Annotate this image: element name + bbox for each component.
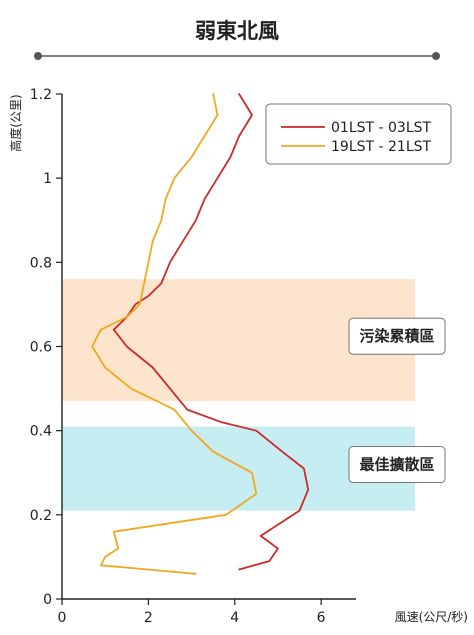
x-tick-label: 2 (144, 610, 153, 626)
series-layer (91, 93, 310, 575)
series-line-0 (112, 93, 310, 571)
y-tick-label: 1 (43, 171, 52, 187)
y-ticks-layer: 0 0.2 0.4 0.6 0.8 1 1.2 (30, 87, 62, 608)
y-tick-label: 0.4 (30, 424, 52, 440)
x-tick-label: 4 (230, 610, 239, 626)
band-label-0: 污染累積區 (359, 327, 434, 345)
x-tick-label: 6 (317, 610, 326, 626)
bands-layer (62, 279, 415, 511)
y-tick-label: 0.6 (30, 340, 52, 356)
legend-label-01LST: 01LST - 03LST (331, 120, 432, 136)
legend: 01LST - 03LST 19LST - 21LST (265, 103, 452, 165)
title-rule-right-dot (432, 52, 440, 60)
title-rule-left-dot (34, 52, 42, 60)
series-line-1 (91, 93, 258, 575)
band-label-1: 最佳擴散區 (359, 456, 434, 474)
y-axis-label: 高度(公里) (8, 94, 23, 151)
y-tick-label: 0.8 (30, 255, 52, 271)
y-tick-label: 1.2 (30, 87, 52, 103)
x-tick-label: 0 (58, 610, 67, 626)
y-tick-label: 0 (43, 592, 52, 608)
chart-title: 弱東北風 (195, 19, 279, 43)
x-ticks-layer: 0 2 4 6 (58, 599, 326, 626)
y-tick-label: 0.2 (30, 508, 52, 524)
legend-label-19LST: 19LST - 21LST (331, 139, 432, 155)
x-axis-label: 風速(公尺/秒) (395, 610, 468, 624)
band-label-box-0 (348, 317, 446, 355)
band-label-box-1 (348, 446, 446, 484)
legend-box (265, 103, 452, 165)
